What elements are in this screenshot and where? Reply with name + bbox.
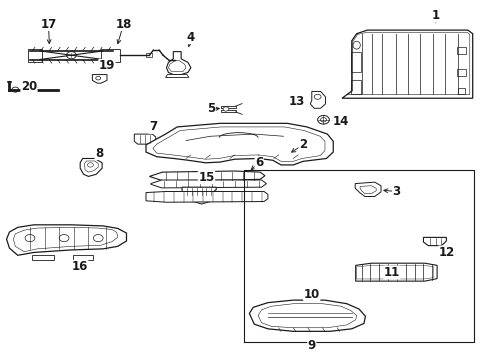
Bar bbox=[457, 88, 465, 94]
Polygon shape bbox=[341, 30, 472, 98]
Polygon shape bbox=[149, 171, 264, 181]
Text: 9: 9 bbox=[307, 339, 315, 352]
Polygon shape bbox=[221, 110, 235, 112]
Bar bbox=[350, 51, 360, 72]
Text: 10: 10 bbox=[303, 288, 319, 301]
Circle shape bbox=[223, 107, 228, 111]
Circle shape bbox=[59, 234, 69, 242]
Polygon shape bbox=[6, 225, 126, 255]
Polygon shape bbox=[310, 91, 325, 108]
Text: 16: 16 bbox=[71, 260, 88, 273]
Polygon shape bbox=[166, 51, 190, 75]
Text: 20: 20 bbox=[21, 80, 37, 93]
Bar bbox=[456, 69, 465, 76]
Circle shape bbox=[25, 234, 35, 242]
Text: 19: 19 bbox=[99, 59, 115, 72]
Circle shape bbox=[12, 87, 19, 92]
Polygon shape bbox=[101, 49, 120, 62]
Polygon shape bbox=[146, 192, 267, 202]
Polygon shape bbox=[146, 123, 332, 165]
Polygon shape bbox=[188, 197, 210, 204]
Text: 12: 12 bbox=[438, 246, 454, 259]
Bar bbox=[146, 53, 152, 57]
Polygon shape bbox=[355, 263, 436, 281]
Text: 15: 15 bbox=[198, 171, 214, 184]
Polygon shape bbox=[182, 187, 216, 196]
Polygon shape bbox=[165, 75, 188, 77]
Text: 4: 4 bbox=[186, 31, 195, 44]
Polygon shape bbox=[354, 182, 380, 197]
Text: 17: 17 bbox=[41, 18, 57, 31]
Polygon shape bbox=[32, 255, 54, 260]
Text: 3: 3 bbox=[392, 185, 400, 198]
Text: 18: 18 bbox=[115, 18, 131, 31]
Bar bbox=[350, 80, 360, 94]
Polygon shape bbox=[92, 75, 107, 83]
Text: 2: 2 bbox=[298, 138, 306, 151]
Polygon shape bbox=[80, 158, 102, 176]
Text: 5: 5 bbox=[207, 103, 215, 116]
Polygon shape bbox=[151, 180, 266, 188]
Polygon shape bbox=[27, 49, 42, 62]
Text: 7: 7 bbox=[148, 121, 157, 134]
Circle shape bbox=[93, 234, 103, 242]
Polygon shape bbox=[134, 134, 156, 144]
Polygon shape bbox=[423, 237, 446, 246]
Polygon shape bbox=[221, 106, 235, 108]
Text: 6: 6 bbox=[254, 156, 263, 169]
Text: 11: 11 bbox=[383, 266, 399, 279]
Circle shape bbox=[317, 116, 329, 124]
Polygon shape bbox=[73, 255, 93, 260]
Text: 8: 8 bbox=[95, 147, 103, 159]
Polygon shape bbox=[249, 300, 365, 331]
Bar bbox=[456, 47, 466, 54]
Circle shape bbox=[66, 51, 76, 59]
Text: 1: 1 bbox=[431, 9, 439, 22]
Text: 13: 13 bbox=[288, 95, 305, 108]
Text: 14: 14 bbox=[332, 116, 348, 129]
